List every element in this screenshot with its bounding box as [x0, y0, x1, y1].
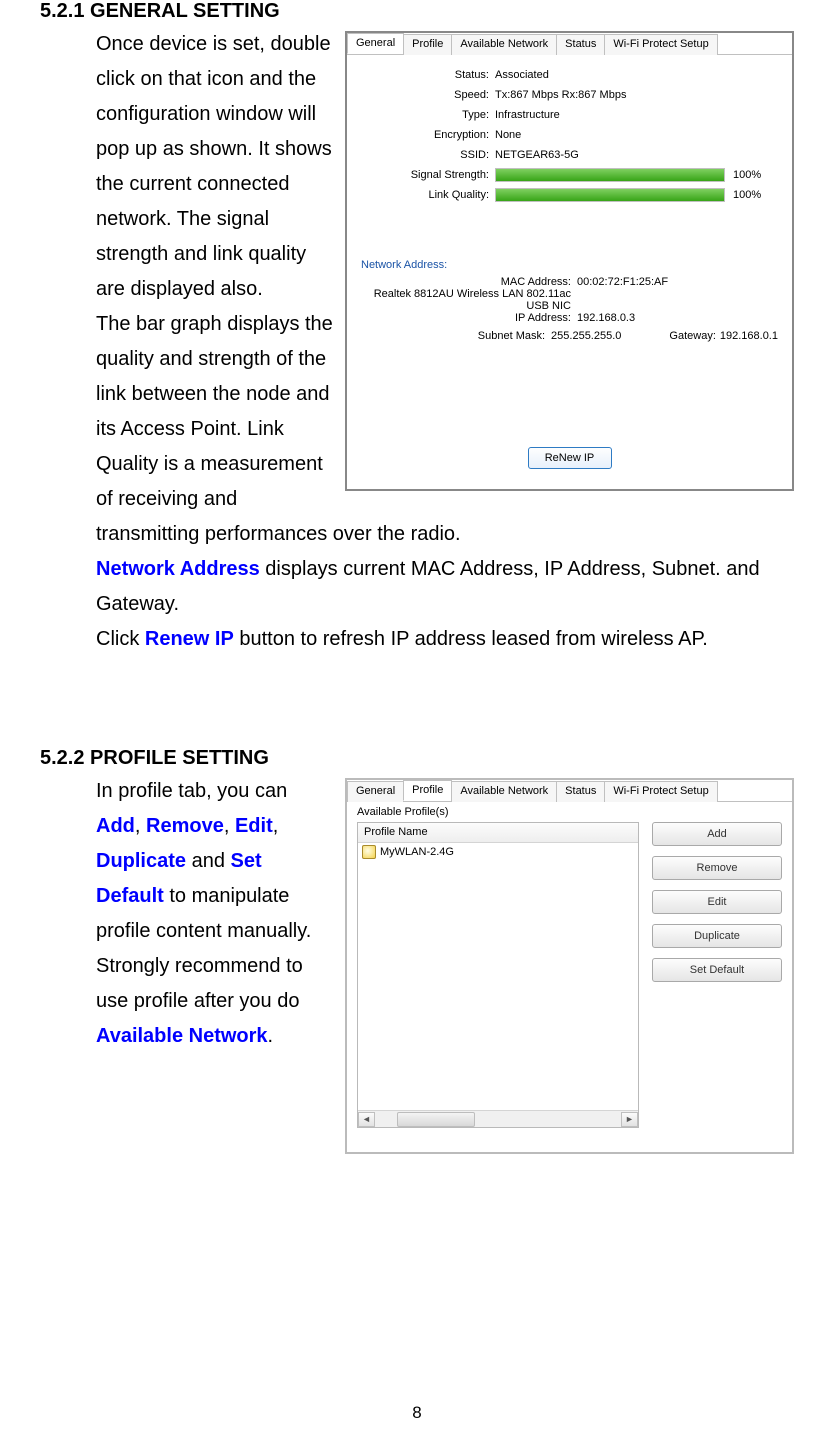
- tab2-available-network[interactable]: Available Network: [451, 781, 557, 802]
- adapter-label: Realtek 8812AU Wireless LAN 802.11ac USB…: [361, 288, 577, 312]
- tab2-profile[interactable]: Profile: [403, 780, 452, 801]
- ssid-value: NETGEAR63-5G: [495, 149, 579, 161]
- signal-strength-pct: 100%: [733, 169, 761, 181]
- scroll-right-arrow-icon[interactable]: ►: [621, 1112, 638, 1127]
- speed-label: Speed:: [365, 89, 495, 101]
- add-button[interactable]: Add: [652, 822, 782, 846]
- tab2-status[interactable]: Status: [556, 781, 605, 802]
- gateway-value: 192.168.0.1: [720, 330, 778, 342]
- link-quality-pct: 100%: [733, 189, 761, 201]
- link-quality-label: Link Quality:: [365, 189, 495, 201]
- set-default-button[interactable]: Set Default: [652, 958, 782, 982]
- status-value: Associated: [495, 69, 549, 81]
- tab-profile[interactable]: Profile: [403, 34, 452, 55]
- profile-list-item[interactable]: MyWLAN-2.4G: [358, 843, 638, 861]
- signal-strength-bar: [495, 168, 725, 182]
- available-profiles-label: Available Profile(s): [357, 806, 449, 818]
- renew-ip-button[interactable]: ReNew IP: [528, 447, 612, 469]
- profile-button-group: Add Remove Edit Duplicate Set Default: [652, 822, 782, 982]
- link-quality-fill: [496, 189, 724, 201]
- duplicate-button[interactable]: Duplicate: [652, 924, 782, 948]
- tab2-general[interactable]: General: [347, 781, 404, 802]
- signal-strength-label: Signal Strength:: [365, 169, 495, 181]
- speed-value: Tx:867 Mbps Rx:867 Mbps: [495, 89, 626, 101]
- ssid-label: SSID:: [365, 149, 495, 161]
- tab-strip-2: General Profile Available Network Status…: [347, 780, 792, 802]
- network-address-block: Network Address: MAC Address: 00:02:72:F…: [361, 259, 778, 345]
- encryption-value: None: [495, 129, 521, 141]
- profile-listbox[interactable]: Profile Name MyWLAN-2.4G ◄ ►: [357, 822, 639, 1128]
- gateway-label: Gateway:: [669, 330, 719, 342]
- scroll-left-arrow-icon[interactable]: ◄: [358, 1112, 375, 1127]
- link-quality-bar: [495, 188, 725, 202]
- mac-address-value: 00:02:72:F1:25:AF: [577, 276, 668, 288]
- network-address-header: Network Address:: [361, 259, 778, 271]
- section-heading-521: 5.2.1 GENERAL SETTING: [40, 0, 794, 23]
- subnet-mask-label: Subnet Mask:: [361, 330, 551, 342]
- tab-general[interactable]: General: [347, 33, 404, 54]
- edit-button[interactable]: Edit: [652, 890, 782, 914]
- ip-address-label: IP Address:: [361, 312, 577, 324]
- signal-strength-fill: [496, 169, 724, 181]
- type-value: Infrastructure: [495, 109, 560, 121]
- profile-column-header[interactable]: Profile Name: [358, 823, 638, 843]
- tab-strip: General Profile Available Network Status…: [347, 33, 792, 55]
- status-label: Status:: [365, 69, 495, 81]
- general-setting-screenshot: General Profile Available Network Status…: [345, 31, 794, 491]
- horizontal-scrollbar[interactable]: ◄ ►: [358, 1110, 638, 1127]
- scroll-track[interactable]: [375, 1112, 621, 1127]
- encryption-label: Encryption:: [365, 129, 495, 141]
- subnet-mask-value: 255.255.255.0: [551, 330, 621, 342]
- tab-status[interactable]: Status: [556, 34, 605, 55]
- ip-address-value: 192.168.0.3: [577, 312, 635, 324]
- profile-icon: [362, 845, 376, 859]
- tab-available-network[interactable]: Available Network: [451, 34, 557, 55]
- section-heading-522: 5.2.2 PROFILE SETTING: [40, 747, 794, 770]
- remove-button[interactable]: Remove: [652, 856, 782, 880]
- tab-wifi-protect-setup[interactable]: Wi-Fi Protect Setup: [604, 34, 717, 55]
- profile-setting-screenshot: General Profile Available Network Status…: [345, 778, 794, 1154]
- page-number: 8: [412, 1403, 421, 1423]
- scroll-thumb[interactable]: [397, 1112, 475, 1127]
- status-block: Status: Associated Speed: Tx:867 Mbps Rx…: [365, 65, 792, 205]
- mac-address-label: MAC Address:: [361, 276, 577, 288]
- type-label: Type:: [365, 109, 495, 121]
- profile-item-label: MyWLAN-2.4G: [380, 846, 454, 858]
- tab2-wifi-protect-setup[interactable]: Wi-Fi Protect Setup: [604, 781, 717, 802]
